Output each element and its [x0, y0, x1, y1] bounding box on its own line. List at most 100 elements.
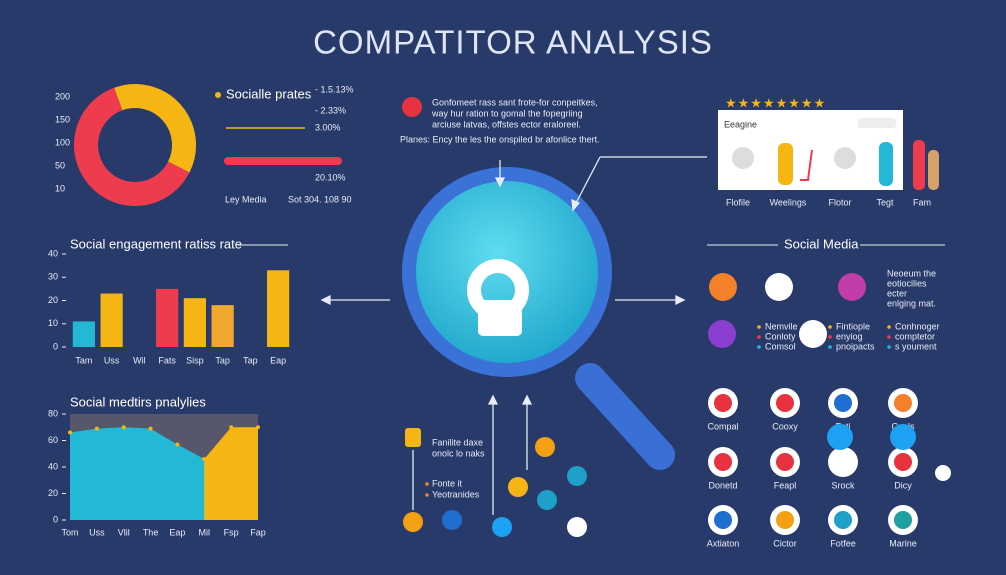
app-icon-glyph: [894, 394, 912, 412]
app-label: Dicy: [894, 480, 912, 490]
app-label: Axtiaton: [707, 538, 740, 548]
twitter-icon: [890, 424, 916, 450]
panel-label: Weelings: [770, 197, 807, 207]
blurb: Neoeum the: [887, 268, 936, 278]
bullet: [828, 345, 832, 349]
bar: [211, 305, 234, 347]
x-tick-label: Uss: [104, 355, 120, 365]
donut-segment: [114, 84, 196, 173]
point: [175, 442, 180, 447]
panel-label: Tegt: [876, 197, 894, 207]
note-line: way hur ration to gomal the fopegriing: [431, 108, 583, 118]
x-tick-label: Fats: [158, 355, 176, 365]
list-item: Conloty: [765, 331, 796, 341]
panel-label: Flofile: [726, 197, 750, 207]
bar: [183, 298, 206, 347]
app-icon-glyph: [834, 394, 852, 412]
list-item: s youment: [895, 341, 937, 351]
figure: - 1.5.13%: [315, 84, 354, 94]
note-line: arciuse latvas, offstes ector eraloreel.: [432, 119, 581, 129]
app-label: Cooxy: [772, 421, 798, 431]
arrows: [320, 156, 707, 515]
donut-segment: [74, 87, 190, 206]
bar: [100, 293, 123, 347]
point: [148, 426, 153, 431]
area: [70, 427, 232, 520]
app-label: Fotfee: [830, 538, 856, 548]
bullet: [425, 482, 429, 486]
legend-dot: [215, 92, 221, 98]
svg-text:★★★★★★★★: ★★★★★★★★: [725, 95, 826, 110]
bullet: [425, 493, 429, 497]
figure: 3.00%: [315, 122, 341, 132]
list-item: enyiog: [836, 331, 863, 341]
x-tick-label: Tap: [215, 355, 230, 365]
app-label: Compal: [707, 421, 738, 431]
figure: 20.10%: [315, 172, 346, 182]
list-item: comptetor: [895, 331, 935, 341]
bullet-text: Yeotranides: [432, 489, 480, 499]
bullet: [887, 345, 891, 349]
blurb: enlging mat.: [887, 298, 936, 308]
point: [94, 426, 99, 431]
area: [204, 427, 258, 520]
section-title: Social Media: [784, 236, 859, 251]
app-icon-glyph: [714, 511, 732, 529]
social-icon: [708, 320, 736, 348]
bar: [156, 288, 179, 347]
app-icon-glyph: [776, 394, 794, 412]
panel-title: Eeagine: [724, 119, 757, 129]
legend-label: Socialle prates: [226, 86, 312, 101]
bullet: [828, 335, 832, 339]
app-label: Marine: [889, 538, 917, 548]
list-item: Fintiople: [836, 321, 870, 331]
x-tick-label: Eap: [169, 527, 185, 537]
list-item: Nemvile: [765, 321, 798, 331]
pin-icon: [935, 465, 951, 481]
app-icon: [537, 490, 557, 510]
bullet: [828, 325, 832, 329]
rule-bar: [224, 157, 342, 165]
x-tick-label: Vlil: [118, 527, 130, 537]
list-item: Comsol: [765, 341, 796, 351]
axis-label: 150: [55, 114, 70, 124]
axis-label: 200: [55, 91, 70, 101]
app-icon: [535, 437, 555, 457]
app-label: Donetd: [708, 480, 737, 490]
point: [256, 425, 260, 430]
point: [229, 425, 234, 430]
app-icon: [567, 466, 587, 486]
note-footer: Planes: Ency the les the onspiled br afo…: [400, 134, 600, 144]
blurb: ecter: [887, 288, 907, 298]
bullet: [887, 335, 891, 339]
y-tick-label: 10: [48, 318, 58, 328]
x-tick-label: Tap: [243, 355, 258, 365]
x-tick-label: Sisp: [186, 355, 204, 365]
axis-label: 100: [55, 137, 70, 147]
note-line: Gonfomeet rass sant frote-for conpeitkes…: [432, 97, 598, 107]
axis-label: 50: [55, 160, 65, 170]
x-tick-label: Tam: [75, 355, 92, 365]
magnifier: [402, 167, 675, 470]
app-icon-glyph: [776, 511, 794, 529]
app-icon-glyph: [714, 453, 732, 471]
icon: [402, 97, 422, 117]
twitter-icon: [827, 424, 853, 450]
bullet-text: Fonte it: [432, 478, 463, 488]
y-tick-label: 20: [48, 295, 58, 305]
social-icon: [765, 273, 793, 301]
chart-title: Social medtirs pnalylies: [70, 394, 206, 409]
x-tick-label: Uss: [89, 527, 105, 537]
y-tick-label: 40: [48, 461, 58, 471]
y-tick-label: 40: [48, 248, 58, 258]
app-icon: [508, 477, 528, 497]
footer: Ley Media: [225, 194, 267, 204]
point: [202, 457, 207, 462]
x-tick-label: Tom: [61, 527, 78, 537]
chart-title: Social engagement ratiss rate: [70, 236, 242, 251]
social-icon: [709, 273, 737, 301]
x-tick-label: Eap: [270, 355, 286, 365]
y-tick-label: 80: [48, 408, 58, 418]
y-tick-label: 60: [48, 435, 58, 445]
bullet: [757, 335, 761, 339]
